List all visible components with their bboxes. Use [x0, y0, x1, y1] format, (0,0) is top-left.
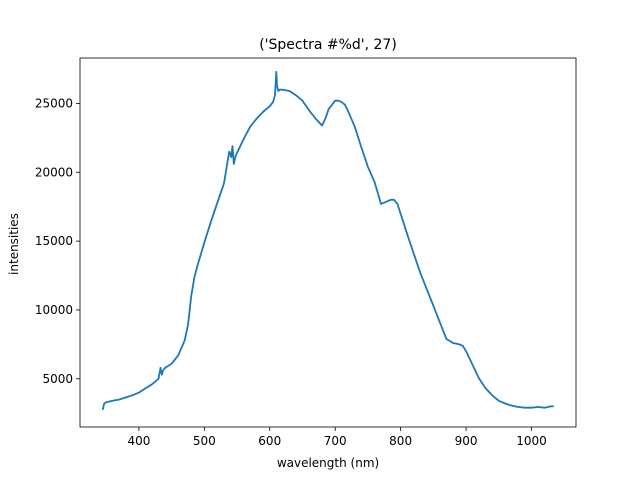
y-tick-label: 20000 [35, 165, 73, 179]
series-line-0 [102, 70, 554, 411]
y-axis-label: intensities [7, 213, 21, 275]
x-tick-label: 1000 [516, 434, 547, 448]
x-tick-label: 700 [324, 434, 347, 448]
x-tick-label: 900 [455, 434, 478, 448]
x-tick-label: 400 [127, 434, 150, 448]
y-tick-label: 10000 [35, 303, 73, 317]
plot-area: 400 500 600 700 800 900 1000 5000 10000 15000 2000… [35, 57, 577, 448]
x-axis-label: wavelength (nm) [277, 456, 379, 470]
x-tick-label: 600 [258, 434, 281, 448]
y-tick-label: 5000 [42, 372, 73, 386]
axes-frame [79, 57, 577, 428]
y-tick-label: 25000 [35, 96, 73, 110]
chart-title: ('Spectra #%d', 27) [259, 37, 397, 53]
x-tick-label: 800 [389, 434, 412, 448]
y-tick-label: 15000 [35, 234, 73, 248]
x-tick-label: 500 [193, 434, 216, 448]
